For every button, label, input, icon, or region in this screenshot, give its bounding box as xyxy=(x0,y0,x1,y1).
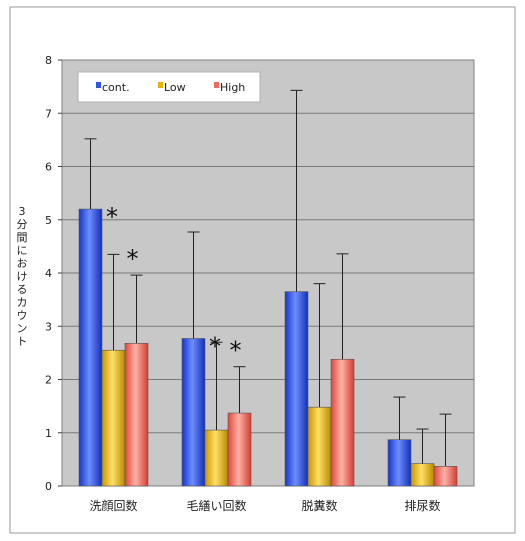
y-tick-labels: 0 1 2 3 4 5 6 7 8 xyxy=(45,54,52,493)
legend-label: Low xyxy=(164,81,186,94)
error-bars xyxy=(84,89,452,467)
y-axis-label-char: 間 xyxy=(17,231,28,244)
y-axis-label-char: 3 xyxy=(19,205,26,218)
bar xyxy=(330,358,355,487)
y-tick-label: 3 xyxy=(45,320,52,333)
y-axis-label-char: お xyxy=(17,257,28,270)
bar xyxy=(101,349,126,487)
y-axis-label-char: け xyxy=(17,270,28,283)
y-axis-label-char: ン xyxy=(17,322,28,335)
y-tick-label: 4 xyxy=(45,267,52,280)
significance-asterisk: * xyxy=(230,337,242,365)
bar xyxy=(410,463,435,487)
bar xyxy=(204,429,229,487)
x-tick-label: 排尿数 xyxy=(404,498,440,513)
y-tick-label: 6 xyxy=(45,161,52,174)
legend: cont. Low High xyxy=(77,71,261,103)
bar xyxy=(387,439,412,487)
y-tick-label: 0 xyxy=(45,480,52,493)
y-axis-label-char: る xyxy=(17,283,28,296)
y-tick-label: 7 xyxy=(45,107,52,120)
x-tick-label: 毛繕い回数 xyxy=(186,498,246,513)
bar xyxy=(307,406,332,487)
legend-label: cont. xyxy=(102,81,130,94)
y-axis-label-char: 分 xyxy=(17,218,28,231)
legend-swatch xyxy=(96,82,101,88)
legend-label: High xyxy=(220,81,245,94)
bar xyxy=(181,338,206,487)
bars xyxy=(78,208,458,487)
legend-box xyxy=(77,71,261,103)
y-axis-label-char: に xyxy=(17,244,28,257)
y-tick-label: 8 xyxy=(45,54,52,67)
y-tick-label: 5 xyxy=(45,214,52,227)
significance-asterisk: * xyxy=(209,332,221,360)
x-tick-labels: 洗顔回数 毛繕い回数 脱糞数 排尿数 xyxy=(89,498,440,513)
x-tick-label: 洗顔回数 xyxy=(89,498,137,513)
bar xyxy=(124,342,149,487)
bar xyxy=(284,291,309,487)
bar xyxy=(78,208,103,487)
y-tick-label: 1 xyxy=(45,427,52,440)
significance-annotations: * * * * xyxy=(106,203,242,365)
bar xyxy=(227,412,252,487)
legend-swatch xyxy=(158,82,163,88)
y-axis-label-char: ト xyxy=(17,335,28,348)
y-axis-label-char: ウ xyxy=(17,309,28,322)
significance-asterisk: * xyxy=(106,203,118,231)
legend-swatch xyxy=(214,82,219,88)
significance-asterisk: * xyxy=(127,245,139,273)
bar xyxy=(433,465,458,487)
y-tick-label: 2 xyxy=(45,374,52,387)
y-axis-label-char: カ xyxy=(17,296,28,309)
x-tick-label: 脱糞数 xyxy=(301,498,337,513)
